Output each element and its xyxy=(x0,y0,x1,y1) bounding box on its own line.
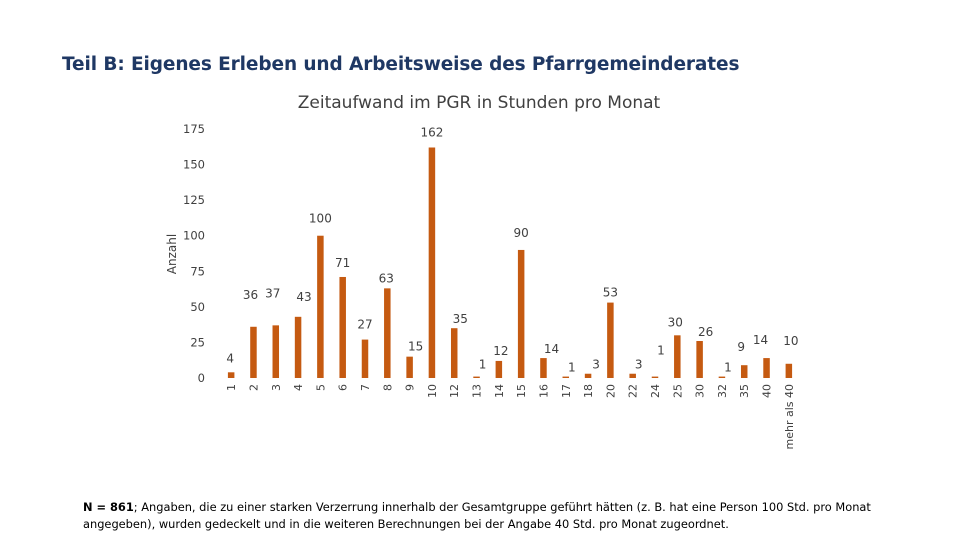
y-tick-label: 25 xyxy=(190,335,205,349)
y-axis: 0 25 50 75 100 125 150 175 xyxy=(183,122,205,385)
y-tick-label: 100 xyxy=(183,229,205,243)
bar xyxy=(651,376,659,378)
bar xyxy=(450,328,458,378)
data-label: 26 xyxy=(698,325,713,339)
x-tick-label: 2 xyxy=(247,384,260,391)
footnote: N = 861; Angaben, die zu einer starken V… xyxy=(83,499,933,533)
x-tick-label: 14 xyxy=(493,384,506,398)
bar xyxy=(361,339,369,378)
bar xyxy=(495,360,503,378)
x-tick-label: 30 xyxy=(694,384,707,398)
x-tick-label: 13 xyxy=(471,384,484,398)
x-tick-label: 40 xyxy=(761,384,774,398)
bar xyxy=(763,358,770,378)
data-label: 90 xyxy=(514,226,529,240)
bar xyxy=(384,288,391,378)
bar xyxy=(740,365,748,378)
x-tick-label: 8 xyxy=(381,384,394,391)
data-label: 30 xyxy=(668,315,683,329)
x-tick-label: 7 xyxy=(359,384,372,391)
bar xyxy=(785,363,793,378)
data-label: 3 xyxy=(592,358,600,372)
data-label: 63 xyxy=(379,271,394,285)
bar xyxy=(584,373,592,378)
page-heading: Teil B: Eigenes Erleben und Arbeitsweise… xyxy=(62,54,740,75)
data-label: 1 xyxy=(657,344,665,358)
footnote-n: N = 861 xyxy=(83,500,134,514)
bar xyxy=(629,373,636,378)
data-label: 10 xyxy=(783,334,798,348)
data-label: 4 xyxy=(226,351,234,365)
data-label: 9 xyxy=(737,340,745,354)
bar xyxy=(339,276,346,378)
y-tick-label: 150 xyxy=(183,158,205,172)
y-tick-label: 75 xyxy=(190,264,205,278)
data-label: 71 xyxy=(335,256,350,270)
bar xyxy=(428,147,436,378)
data-label: 100 xyxy=(309,212,332,226)
data-label: 3 xyxy=(635,358,643,372)
bar xyxy=(227,372,235,378)
data-label: 37 xyxy=(265,286,280,300)
x-tick-label: 24 xyxy=(649,384,662,398)
x-tick-label: 3 xyxy=(270,384,283,391)
x-tick-label: 10 xyxy=(426,384,439,398)
bar xyxy=(473,376,480,378)
data-label: 12 xyxy=(493,344,508,358)
data-label: 35 xyxy=(453,312,468,326)
x-axis: 1 2 3 4 5 6 7 8 9 10 12 13 14 15 16 17 18 20 22 24 25 30 32 35 4… xyxy=(225,384,796,450)
bar xyxy=(272,325,280,378)
y-tick-label: 50 xyxy=(190,300,205,314)
x-tick-label: 18 xyxy=(582,384,595,398)
bar xyxy=(562,376,570,378)
y-tick-label: 175 xyxy=(183,122,205,136)
data-label: 53 xyxy=(603,286,618,300)
data-label: 1 xyxy=(568,361,576,375)
x-tick-label: 12 xyxy=(448,384,461,398)
bar xyxy=(674,335,681,378)
bar xyxy=(540,358,547,378)
data-label: 27 xyxy=(357,318,372,332)
x-tick-label: 32 xyxy=(716,384,729,398)
x-tick-label: 22 xyxy=(627,384,640,398)
data-label: 14 xyxy=(753,333,768,347)
x-tick-label: 5 xyxy=(314,384,327,391)
y-tick-label: 125 xyxy=(183,193,205,207)
x-tick-label: 20 xyxy=(604,384,617,398)
data-label: 15 xyxy=(408,340,423,354)
bar xyxy=(517,249,525,378)
data-label: 14 xyxy=(544,342,559,356)
data-label: 36 xyxy=(243,288,258,302)
bar xyxy=(718,376,726,378)
x-tick-label: mehr als 40 xyxy=(783,384,796,450)
x-tick-label: 35 xyxy=(738,384,751,398)
x-tick-label: 25 xyxy=(671,384,684,398)
x-tick-label: 16 xyxy=(537,384,550,398)
bar xyxy=(317,235,324,378)
data-label: 1 xyxy=(724,361,732,375)
bar xyxy=(696,341,703,378)
x-tick-label: 15 xyxy=(515,384,528,398)
x-tick-label: 1 xyxy=(225,384,238,391)
data-label: 162 xyxy=(420,125,443,139)
x-tick-label: 9 xyxy=(404,384,417,391)
bar xyxy=(294,316,302,378)
data-label: 43 xyxy=(296,290,311,304)
x-tick-label: 17 xyxy=(560,384,573,398)
bar xyxy=(406,356,413,378)
x-tick-label: 6 xyxy=(337,384,350,391)
data-label: 1 xyxy=(479,358,487,372)
chart-title: Zeitaufwand im PGR in Stunden pro Monat xyxy=(298,93,661,113)
y-tick-label: 0 xyxy=(198,371,205,385)
y-axis-label: Anzahl xyxy=(165,234,179,274)
bar xyxy=(607,302,614,378)
footnote-text: ; Angaben, die zu einer starken Verzerru… xyxy=(83,500,871,531)
x-tick-label: 4 xyxy=(292,384,305,391)
bar xyxy=(250,326,257,378)
